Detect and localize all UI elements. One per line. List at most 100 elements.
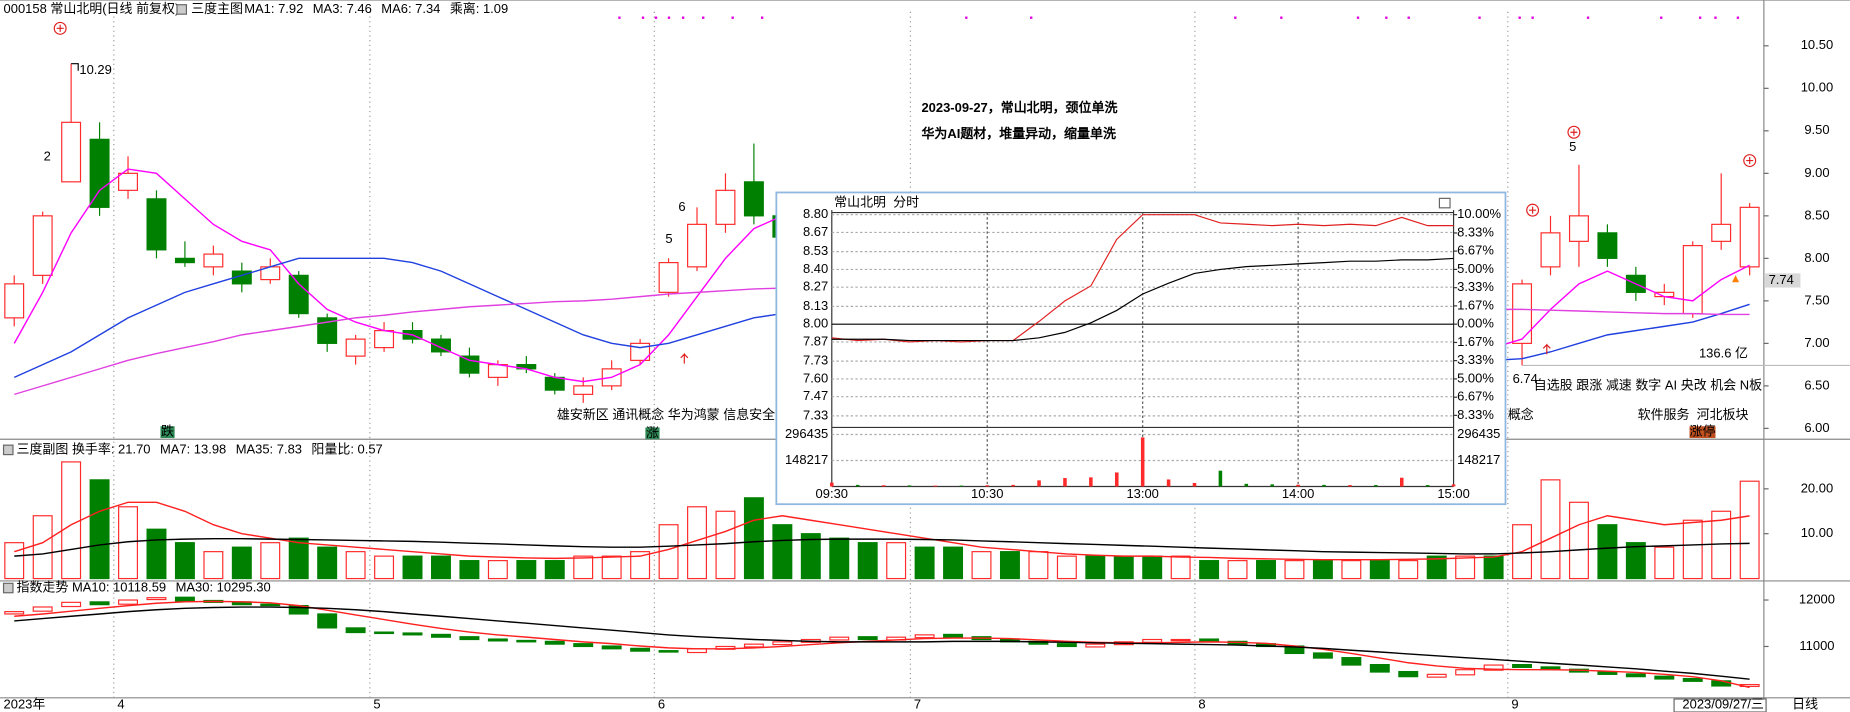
candle-body xyxy=(459,355,480,374)
x-tick-label: 2023/09/27/三 xyxy=(1682,696,1763,711)
badge-label: 跌 xyxy=(161,424,174,439)
candle-body xyxy=(1682,677,1703,682)
x-tick-label: 9 xyxy=(1511,696,1518,711)
volume-bar xyxy=(4,542,25,580)
concept-tag: 软件服务 xyxy=(1638,407,1690,422)
signal-dot xyxy=(761,16,764,19)
candle-body xyxy=(1341,657,1362,666)
volume-bar xyxy=(743,497,764,580)
arrow-icon xyxy=(680,352,689,364)
candle-body xyxy=(317,613,338,629)
y-tick-label: 7.47 xyxy=(803,388,828,403)
candle-body xyxy=(1625,673,1646,678)
volume-bar xyxy=(1296,484,1300,487)
candle-body xyxy=(4,283,25,319)
volume-bar xyxy=(800,533,821,580)
mark-icon xyxy=(1570,128,1578,136)
y2-tick-label: 1.67% xyxy=(1457,334,1494,349)
candle-body xyxy=(715,189,736,225)
candle-body xyxy=(544,640,565,645)
x-tick-label: 7 xyxy=(914,696,921,711)
candle-body xyxy=(1398,670,1419,678)
x-tick-label: 14:00 xyxy=(1282,486,1314,501)
volume-bar xyxy=(317,546,338,580)
signal-dot xyxy=(1518,16,1521,19)
candle-body xyxy=(1540,232,1561,268)
signal-dot xyxy=(667,16,671,19)
candle-body xyxy=(1426,673,1447,678)
y-tick-label: 10.00 xyxy=(1801,80,1833,95)
volume-bar xyxy=(914,546,935,580)
signal-label: 2 xyxy=(44,148,51,163)
candle-body xyxy=(118,172,139,191)
legend-extra: 阳量比: 0.57 xyxy=(311,441,382,456)
panel-name: 三度主图 xyxy=(191,1,243,16)
volume-bar xyxy=(1451,484,1456,487)
volume-bar xyxy=(1011,484,1015,487)
y2-tick-label: 3.33% xyxy=(1457,352,1494,367)
y-tick-label: 7.50 xyxy=(1804,292,1829,307)
candle-body xyxy=(430,338,451,353)
volume-bar xyxy=(886,542,907,580)
signal-dot xyxy=(654,16,658,19)
volume-bar xyxy=(1374,485,1378,487)
volume-bar xyxy=(1056,555,1077,580)
candle-body xyxy=(374,631,395,635)
volume-bar xyxy=(1140,437,1145,487)
volume-bar xyxy=(89,479,110,580)
signal-dot xyxy=(702,16,705,19)
x-tick-label: 13:00 xyxy=(1126,486,1158,501)
volume-bar xyxy=(231,546,252,580)
candle-body xyxy=(1085,643,1106,648)
legend-entry: 换手率: 21.70 xyxy=(72,441,151,456)
volume-bar xyxy=(146,528,167,580)
candle-body xyxy=(345,627,366,634)
volume-bar xyxy=(544,560,565,580)
volume-bar xyxy=(1540,479,1561,580)
candle-body xyxy=(260,603,281,607)
volume-bar xyxy=(829,537,850,580)
signal-dot xyxy=(641,16,645,19)
volume-bar xyxy=(1063,478,1067,487)
candle-body xyxy=(288,274,309,315)
candle-body xyxy=(573,643,594,648)
volume-bar xyxy=(1199,560,1220,580)
volume-bar xyxy=(1425,485,1430,487)
volume-bar xyxy=(573,555,594,580)
candle-body xyxy=(658,650,679,653)
badge-label: 涨 xyxy=(646,425,659,440)
candle-body xyxy=(487,638,508,642)
volume-bar xyxy=(857,542,878,580)
signal-dot xyxy=(1736,16,1740,19)
ma-line xyxy=(14,501,1750,561)
volume-bar xyxy=(1654,546,1675,580)
volume-bar xyxy=(1625,542,1646,580)
volume-tick-label: 148217 xyxy=(1457,452,1500,467)
volume-bar xyxy=(1568,501,1589,580)
volume-bar xyxy=(971,551,992,580)
y-tick-label: 8.40 xyxy=(803,261,828,276)
volume-tick-label: 296435 xyxy=(1457,426,1500,441)
candle-body xyxy=(772,641,793,646)
panel-icon xyxy=(176,4,188,15)
candle-body xyxy=(1711,680,1732,687)
candle-body xyxy=(89,601,110,606)
candle-body xyxy=(1455,669,1476,676)
y-tick-label: 8.13 xyxy=(803,298,828,313)
volume-bar xyxy=(943,546,964,580)
y2-tick-label: 8.33% xyxy=(1457,407,1494,422)
volume-bar xyxy=(1166,479,1171,487)
annotation: 华为AI题材，堆量异动，缩量单洗 xyxy=(921,126,1115,141)
y-tick-label: 7.87 xyxy=(803,333,828,348)
candle-body xyxy=(658,262,679,293)
volume-bar xyxy=(601,555,622,580)
volume-bar xyxy=(1227,560,1248,580)
volume-bar xyxy=(487,560,508,580)
mark-icon xyxy=(1746,157,1754,165)
volume-bar xyxy=(32,515,53,580)
candle-body xyxy=(32,215,53,276)
y2-tick-label: 3.33% xyxy=(1457,279,1494,294)
volume-bar xyxy=(1455,555,1476,580)
volume-bar xyxy=(715,510,736,580)
